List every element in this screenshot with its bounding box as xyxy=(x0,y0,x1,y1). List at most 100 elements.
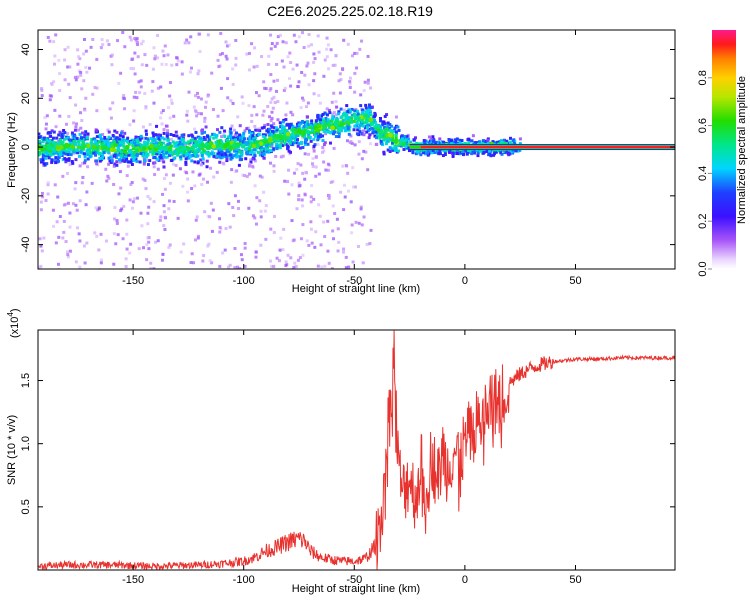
spectrogram-noise-cell xyxy=(168,243,172,247)
spectrogram-cell xyxy=(220,140,224,144)
spectrogram-noise-cell xyxy=(319,116,323,120)
spectrogram-noise-cell xyxy=(187,41,191,45)
spectrogram-cell xyxy=(223,155,227,159)
spectrogram-cell xyxy=(511,139,515,143)
spectrogram-cell xyxy=(273,134,277,138)
spectrogram-cell xyxy=(130,154,134,158)
spectrogram-noise-cell xyxy=(336,249,340,253)
spectrogram-cell xyxy=(313,143,317,147)
spectrogram-cell xyxy=(411,151,415,155)
spectrogram-cell xyxy=(388,150,392,154)
spectrogram-cell xyxy=(88,146,92,150)
spectrogram-noise-cell xyxy=(77,232,81,236)
spectrogram-cell xyxy=(111,144,115,148)
spectrogram-cell xyxy=(136,144,140,148)
spectrogram-cell xyxy=(83,161,87,165)
spectrogram-noise-cell xyxy=(128,198,132,202)
spectrogram-noise-cell xyxy=(297,35,301,39)
spectrogram-noise-cell xyxy=(215,170,219,174)
spectrogram-cell xyxy=(426,151,430,155)
spectrogram-cell xyxy=(49,153,53,157)
spectrogram-noise-cell xyxy=(183,41,187,45)
spectrogram-cell xyxy=(361,124,365,128)
spectrogram-cell xyxy=(290,132,294,136)
y-tick-label: 0 xyxy=(20,144,32,150)
spectrogram-cell xyxy=(327,108,331,112)
spectrogram-cell xyxy=(218,130,222,134)
spectrogram-cell xyxy=(328,111,332,115)
spectrogram-cell xyxy=(386,121,390,125)
spectrogram-cell xyxy=(371,126,375,130)
spectrogram-cell xyxy=(326,123,330,127)
spectrogram-cell xyxy=(295,125,299,129)
spectrogram-noise-cell xyxy=(46,35,50,39)
spectrogram-cell xyxy=(511,148,515,152)
spectrogram-cell xyxy=(173,144,177,148)
spectrogram-noise-cell xyxy=(311,157,315,161)
spectrogram-noise-cell xyxy=(66,65,70,69)
spectrogram-noise-cell xyxy=(142,246,146,250)
spectrogram-noise-cell xyxy=(250,119,254,123)
spectrogram-noise-cell xyxy=(327,67,331,71)
spectrogram-noise-cell xyxy=(152,165,156,169)
spectrogram-cell xyxy=(127,153,131,157)
spectrogram-noise-cell xyxy=(344,255,348,259)
spectrogram-cell xyxy=(48,131,52,135)
spectrogram-cell xyxy=(73,128,77,132)
spectrogram-cell xyxy=(489,154,493,158)
spectrogram-noise-cell xyxy=(117,192,121,196)
spectrogram-cell xyxy=(47,139,51,143)
spectrogram-cell xyxy=(225,155,229,159)
spectrogram-noise-cell xyxy=(342,250,346,254)
spectrogram-cell xyxy=(231,138,235,142)
spectrogram-cell xyxy=(187,152,191,156)
spectrogram-noise-cell xyxy=(209,201,213,205)
spectrogram-cell xyxy=(260,126,264,130)
spectrogram-cell xyxy=(273,126,277,130)
spectrogram-noise-cell xyxy=(217,65,221,69)
spectrogram-noise-cell xyxy=(301,223,305,227)
spectrogram-cell xyxy=(115,163,119,167)
spectrogram-peak-cell xyxy=(330,125,335,131)
spectrogram-cell xyxy=(47,156,51,160)
spectrogram-cell xyxy=(394,130,398,134)
spectrogram-cell xyxy=(334,135,338,139)
spectrogram-noise-cell xyxy=(133,36,137,40)
spectrogram-cell xyxy=(86,157,90,161)
spectrogram-cell xyxy=(452,152,456,156)
spectrogram-noise-cell xyxy=(232,214,236,218)
spectrogram-cell xyxy=(122,144,126,148)
spectrogram-cell xyxy=(200,141,204,145)
spectrogram-cell xyxy=(122,152,126,156)
spectrogram-peak-cell xyxy=(180,146,186,152)
spectrogram-cell xyxy=(396,125,400,129)
spectrogram-noise-cell xyxy=(129,67,133,71)
spectrogram-cell xyxy=(316,118,320,122)
spectrogram-noise-cell xyxy=(270,97,274,101)
spectrogram-cell xyxy=(384,142,388,146)
spectrogram-cell xyxy=(383,122,387,126)
spectrogram-noise-cell xyxy=(247,104,251,108)
spectrogram-peak-cell xyxy=(228,146,233,151)
spectrogram-cell xyxy=(261,147,265,151)
spectrogram-noise-cell xyxy=(108,107,112,111)
spectrogram-cell xyxy=(467,141,471,145)
spectrogram-cell xyxy=(245,147,249,151)
spectrogram-noise-cell xyxy=(145,158,149,162)
spectrogram-noise-cell xyxy=(247,206,251,210)
spectrogram-noise-cell xyxy=(243,129,247,133)
spectrogram-cell xyxy=(216,152,220,156)
spectrogram-cell xyxy=(448,149,452,153)
spectrogram-cell xyxy=(134,158,138,162)
x-tick-label: -50 xyxy=(346,574,362,586)
spectrogram-cell xyxy=(220,126,224,130)
spectrogram-cell xyxy=(232,154,236,158)
spectrogram-noise-cell xyxy=(172,199,176,203)
spectrogram-cell xyxy=(206,135,210,139)
spectrogram-noise-cell xyxy=(162,54,166,58)
spectrogram-noise-cell xyxy=(80,87,84,91)
spectrogram-cell xyxy=(132,142,136,146)
spectrogram-cell xyxy=(130,158,134,162)
spectrogram-cell xyxy=(499,151,503,155)
spectrogram-cell xyxy=(261,152,265,156)
